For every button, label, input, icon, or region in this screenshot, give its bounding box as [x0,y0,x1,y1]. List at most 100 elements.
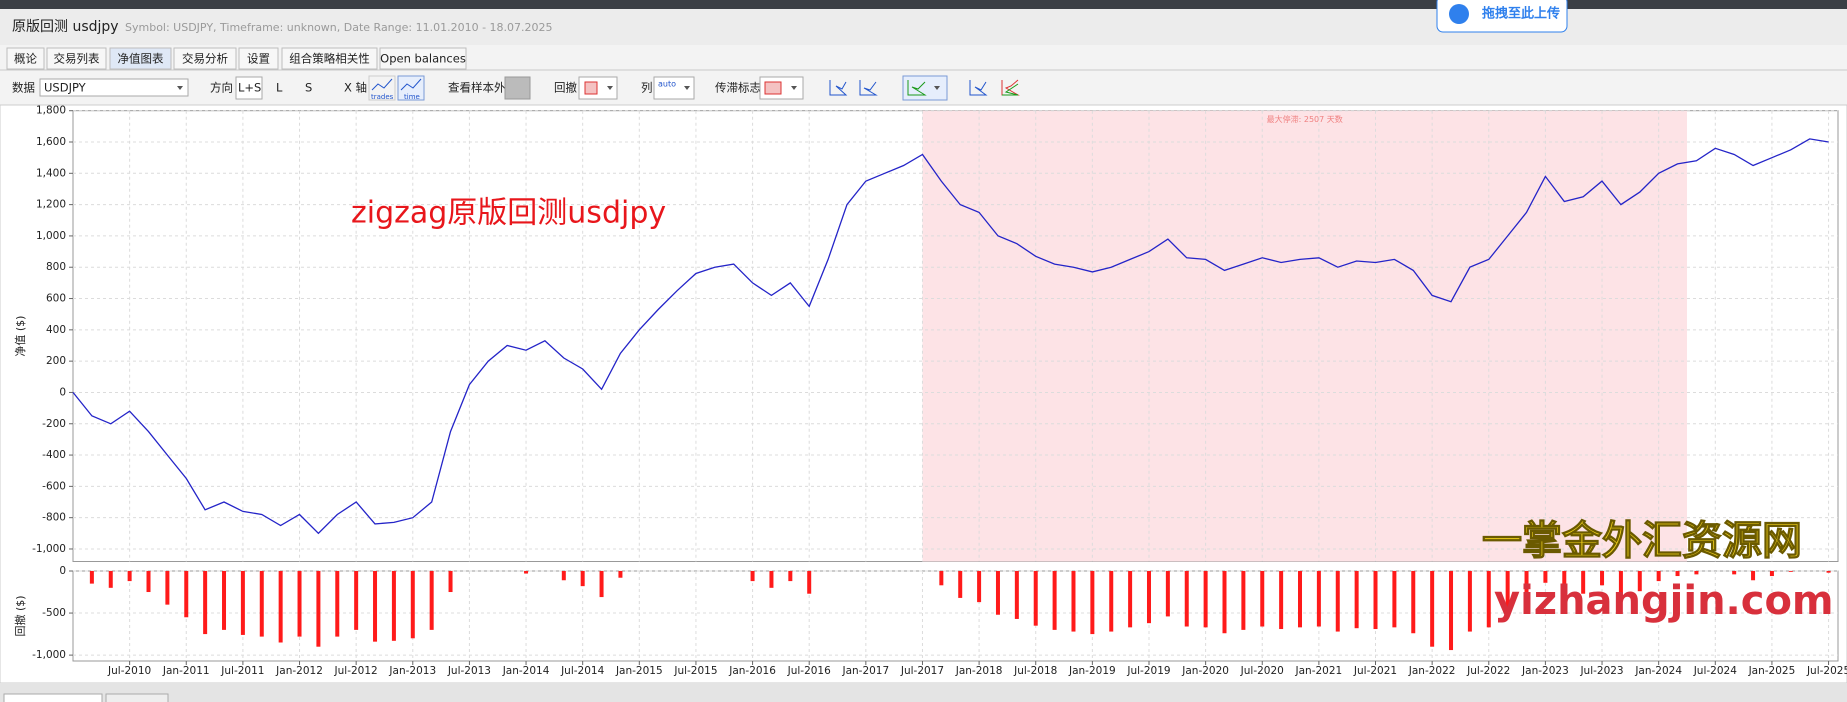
y-tick-label: 600 [46,293,66,305]
drawdown-bar [1354,571,1359,629]
drawdown-bar [939,571,944,586]
x-tick-label: Jan-2023 [1521,665,1569,677]
drawdown-bar [1543,571,1548,583]
x-tick-label: Jan-2025 [1748,665,1796,677]
tab[interactable] [46,47,107,70]
drawdown-bar [1581,571,1586,594]
y-axis-title: 净值 ($) [13,316,27,357]
x-tick-label: Jul-2021 [1353,665,1397,677]
x-tick-label: Jul-2025 [1806,665,1847,677]
charts: 最大停滞: 2507 天数 -1,000 -800 -600 -400 -200 0 200 4… [13,105,1847,677]
tab-label[interactable]: 概论 [14,52,37,66]
dropdown-arrow [791,86,797,90]
drawdown-bar [995,571,1000,615]
direction-option[interactable]: L [276,81,283,95]
upload-label[interactable]: 拖拽至此上传 [1482,6,1560,22]
drawdown-bar [750,571,755,582]
drawdown-bar [184,571,189,618]
y-tick-label: -400 [42,449,66,461]
drawdown-bar [769,571,774,588]
y-tick-label: -200 [42,418,66,430]
x-tick-label: Jul-2024 [1693,665,1737,677]
columns-mode[interactable]: auto [658,80,676,89]
drawdown-bar [165,571,170,605]
top-bar [0,0,1847,9]
tab-label[interactable]: 组合策略相关性 [289,52,370,66]
header-title: 原版回测 usdjpy [12,19,119,35]
toolbar: 数据 USDJPY 方向 L+S L S X 轴 trades time 查看样… [12,75,1020,101]
tab[interactable] [281,47,378,70]
tab[interactable] [109,47,172,70]
icon [400,78,422,91]
chart-type-button[interactable] [902,75,948,101]
direction-selected[interactable] [235,76,263,100]
tab[interactable] [238,47,279,70]
icon [371,78,393,91]
drawdown-bar [222,571,227,630]
drawdown-bar [1298,571,1303,628]
drawdown-bar [1524,571,1529,603]
drawdown-bar [297,571,302,637]
bottom-tab[interactable] [105,693,169,702]
tab-label[interactable]: 交易列表 [54,52,100,66]
columns-button[interactable] [653,76,695,100]
y-tick-label: 1,800 [36,105,66,117]
drawdown-bar [618,571,623,578]
tab[interactable] [6,47,45,70]
drawdown-bar [977,571,982,603]
x-mode-label[interactable]: trades [371,93,394,101]
drawdown-bar [1071,571,1076,632]
y-tick-label: 400 [46,324,66,336]
drawdown-bar [1128,571,1133,628]
drawdown-bar [1184,571,1189,627]
drawdown-bar [108,571,113,588]
drawdown-bar [335,571,340,637]
icon[interactable] [969,80,988,96]
tab-label[interactable]: 交易分析 [182,52,228,66]
direction-option[interactable]: L+S [238,81,261,95]
plot-area [72,570,1839,662]
tab-label[interactable]: Open balances [380,52,466,66]
drawdown-bar [958,571,963,598]
x-tick-label: Jul-2012 [334,665,378,677]
drawdown-bar [1618,571,1623,598]
x-tick-label: Jan-2018 [955,665,1003,677]
symbol-select[interactable] [39,78,189,97]
direction-option[interactable]: S [305,81,312,95]
drawdown-bar [89,571,94,584]
upload-button[interactable] [1436,0,1568,33]
drawdown-bar [599,571,604,598]
drawdown-bar [1241,571,1246,630]
icon[interactable] [829,80,848,96]
drawdown-bar [1486,571,1491,628]
tab[interactable] [173,47,237,70]
x-tick-label: Jan-2016 [728,665,776,677]
x-mode-button[interactable] [368,75,396,101]
x-tick-label: Jan-2019 [1068,665,1116,677]
stagnation-label: 传滞标志 [715,81,761,95]
tab-label[interactable]: 净值图表 [118,52,164,66]
annotation: zigzag原版回测usdjpy [351,196,666,231]
stagnation-region [922,110,1687,562]
drawdown-bar [1052,571,1057,630]
direction-label: 方向 [210,81,233,95]
drawdown-bar [373,571,378,642]
icon [907,80,927,96]
x-tick-label: Jan-2022 [1408,665,1456,677]
drawdown-bar [1656,571,1661,582]
symbol-value[interactable]: USDJPY [44,81,87,95]
out-of-sample-button[interactable] [504,76,531,100]
icon[interactable] [859,80,878,96]
icon [764,81,782,95]
tab[interactable] [379,47,467,70]
dropdown-arrow [684,86,690,90]
drawdown-bar [354,571,359,630]
x-tick-label: Jul-2013 [447,665,491,677]
bottom-tab[interactable] [3,693,103,702]
drawdown-bar [580,571,585,587]
dropdown-arrow [934,86,940,90]
x-tick-label: Jul-2023 [1579,665,1623,677]
drawdown-bar [524,571,529,574]
x-mode-label[interactable]: time [404,93,420,101]
tab-label[interactable]: 设置 [247,52,270,66]
